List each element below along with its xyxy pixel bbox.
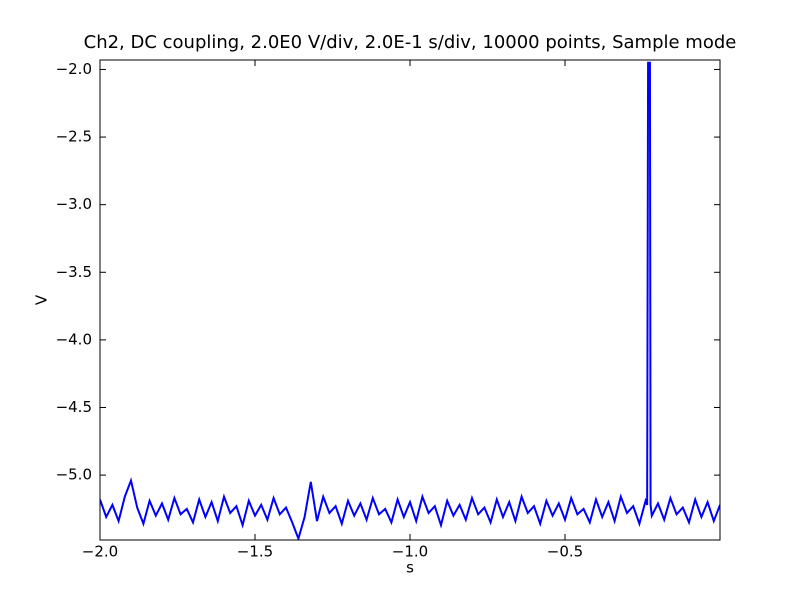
chart-title: Ch2, DC coupling, 2.0E0 V/div, 2.0E-1 s/… — [84, 32, 737, 53]
x-tick-label: −1.0 — [392, 543, 428, 561]
y-tick-label: −4.0 — [56, 330, 92, 348]
y-tick-label: −3.5 — [56, 263, 92, 281]
data-line — [100, 61, 720, 540]
y-axis-label: V — [33, 294, 51, 305]
x-axis-label: s — [406, 559, 414, 577]
x-tick-label: −2.0 — [82, 543, 118, 561]
x-tick-label: −0.5 — [547, 543, 583, 561]
plot-area — [100, 61, 720, 540]
y-tick-label: −2.0 — [56, 60, 92, 78]
x-tick-label: −1.5 — [237, 543, 273, 561]
y-tick-label: −3.0 — [56, 195, 92, 213]
y-tick-label: −2.5 — [56, 128, 92, 146]
y-tick-label: −4.5 — [56, 398, 92, 416]
y-tick-label: −5.0 — [56, 466, 92, 484]
